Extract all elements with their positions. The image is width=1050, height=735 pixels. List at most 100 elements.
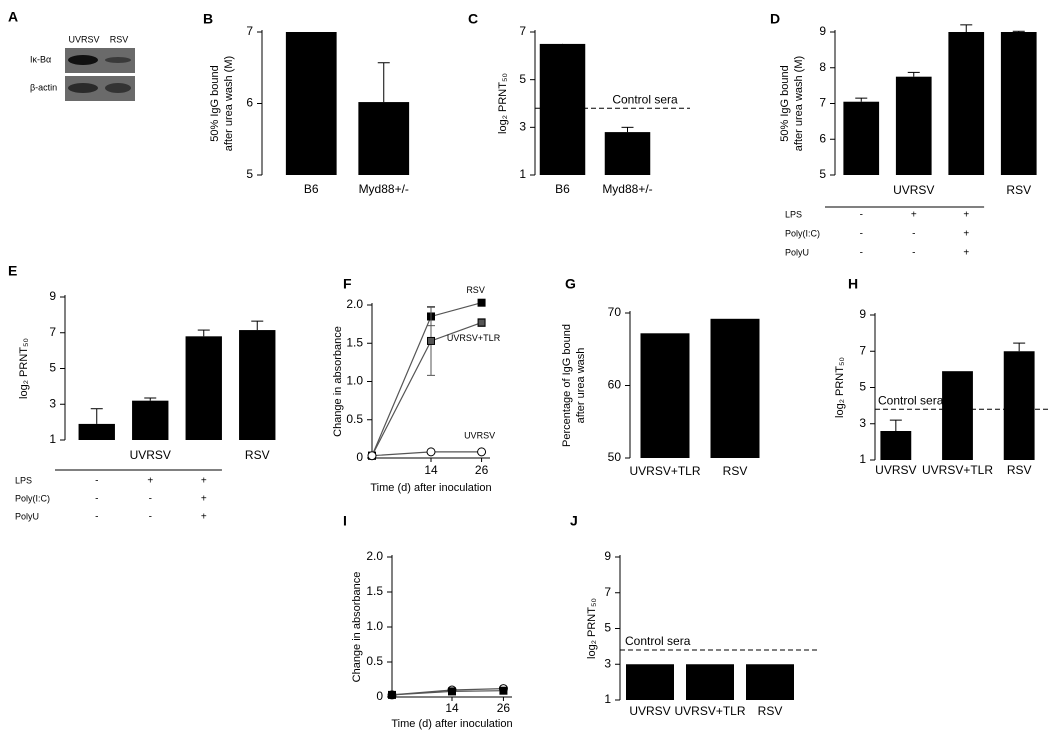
y-tick-label: 70 <box>608 305 622 319</box>
panel-label: D <box>770 11 780 27</box>
x-tick-label: B6 <box>555 182 570 196</box>
y-tick-label: 7 <box>604 585 611 599</box>
y-tick-label: 1 <box>519 167 526 181</box>
panel-label: I <box>343 513 347 529</box>
treatment-name: LPS <box>785 209 802 219</box>
group-label: UVRSV <box>893 183 934 197</box>
bar <box>686 664 734 700</box>
group-label: RSV <box>245 448 270 462</box>
x-tick-label: 26 <box>497 701 511 715</box>
blot-row-label: β-actin <box>30 82 57 92</box>
y-tick-label: 0 <box>356 450 363 464</box>
blot-band <box>68 83 98 93</box>
bar <box>710 318 760 458</box>
bar <box>78 423 115 440</box>
x-tick-label: 14 <box>445 701 459 715</box>
y-tick-label: 8 <box>819 60 826 74</box>
y-tick-label: 1 <box>604 692 611 706</box>
y-tick-label: 6 <box>246 96 253 110</box>
panel-label: E <box>8 263 17 279</box>
y-tick-label: 7 <box>819 96 826 110</box>
blot-row-label: Iκ-Bα <box>30 54 51 64</box>
y-tick-label: 9 <box>49 289 56 303</box>
bar <box>132 400 169 440</box>
reference-label: Control sera <box>612 92 678 106</box>
treatment-name: PolyU <box>785 247 809 257</box>
treatment-sign: + <box>201 494 207 505</box>
y-axis-label: log₂ PRNT₅₀ <box>586 598 598 659</box>
treatment-sign: - <box>860 248 863 259</box>
y-tick-label: 5 <box>519 72 526 86</box>
treatment-sign: - <box>95 494 98 505</box>
point <box>427 336 435 345</box>
y-tick-label: 1.5 <box>366 584 383 598</box>
panel-label: H <box>848 276 858 292</box>
y-tick-label: 5 <box>859 380 866 394</box>
x-tick-label: RSV <box>1007 463 1032 477</box>
y-axis-label: 50% IgG bound <box>209 65 221 141</box>
treatment-sign: - <box>912 248 915 259</box>
panel-label: B <box>203 11 213 27</box>
y-tick-label: 7 <box>519 24 526 38</box>
y-axis-label: log₂ PRNT₅₀ <box>18 338 30 399</box>
x-tick-label: UVRSV+TLR <box>629 464 700 478</box>
y-tick-label: 2.0 <box>366 549 383 563</box>
treatment-sign: + <box>911 210 917 221</box>
treatment-sign: + <box>201 476 207 487</box>
reference-label: Control sera <box>625 634 691 648</box>
point <box>477 447 487 457</box>
point <box>499 686 508 695</box>
bar <box>604 132 651 175</box>
y-tick-label: 5 <box>246 167 253 181</box>
y-tick-label: 0 <box>376 689 383 703</box>
y-axis-label: log₂ PRNT₅₀ <box>497 73 509 134</box>
y-tick-label: 1.0 <box>366 619 383 633</box>
x-tick-label: UVRSV <box>875 463 916 477</box>
y-tick-label: 5 <box>819 167 826 181</box>
series-label: RSV <box>466 285 485 295</box>
bar <box>746 664 794 700</box>
y-tick-label: 0.5 <box>346 412 363 426</box>
treatment-sign: + <box>201 512 207 523</box>
y-tick-label: 1 <box>49 432 56 446</box>
treatment-name: PolyU <box>15 511 39 521</box>
treatment-name: Poly(I:C) <box>15 493 50 503</box>
y-tick-label: 60 <box>608 378 622 392</box>
panel-label: G <box>565 276 576 292</box>
bar <box>358 102 410 175</box>
treatment-sign: - <box>149 494 152 505</box>
point <box>477 318 486 327</box>
x-axis-label: Time (d) after inoculation <box>370 482 491 494</box>
x-axis-label: Time (d) after inoculation <box>391 718 512 730</box>
y-axis-label: after urea wash <box>575 348 587 424</box>
y-tick-label: 9 <box>819 24 826 38</box>
y-tick-label: 3 <box>519 120 526 134</box>
bar <box>948 32 985 175</box>
treatment-sign: - <box>95 476 98 487</box>
y-axis-label: after urea wash (M) <box>793 56 805 151</box>
y-tick-label: 2.0 <box>346 297 363 311</box>
panel-label: J <box>570 513 578 529</box>
treatment-sign: + <box>147 476 153 487</box>
y-tick-label: 7 <box>246 24 253 38</box>
group-label: RSV <box>1006 183 1031 197</box>
treatment-sign: + <box>963 248 969 259</box>
y-tick-label: 3 <box>49 396 56 410</box>
y-tick-label: 1.5 <box>346 335 363 349</box>
y-tick-label: 5 <box>604 621 611 635</box>
treatment-sign: + <box>963 229 969 240</box>
group-label: UVRSV <box>130 448 171 462</box>
series-label: UVRSV <box>464 430 495 440</box>
y-tick-label: 5 <box>49 361 56 375</box>
panel-label: C <box>468 11 478 27</box>
x-tick-label: UVRSV+TLR <box>922 463 993 477</box>
treatment-sign: - <box>149 512 152 523</box>
y-tick-label: 7 <box>859 343 866 357</box>
point <box>477 298 486 307</box>
y-axis-label: Change in absorbance <box>351 572 363 683</box>
treatment-sign: - <box>860 229 863 240</box>
y-tick-label: 1.0 <box>346 374 363 388</box>
y-axis-label: Change in absorbance <box>332 326 344 437</box>
